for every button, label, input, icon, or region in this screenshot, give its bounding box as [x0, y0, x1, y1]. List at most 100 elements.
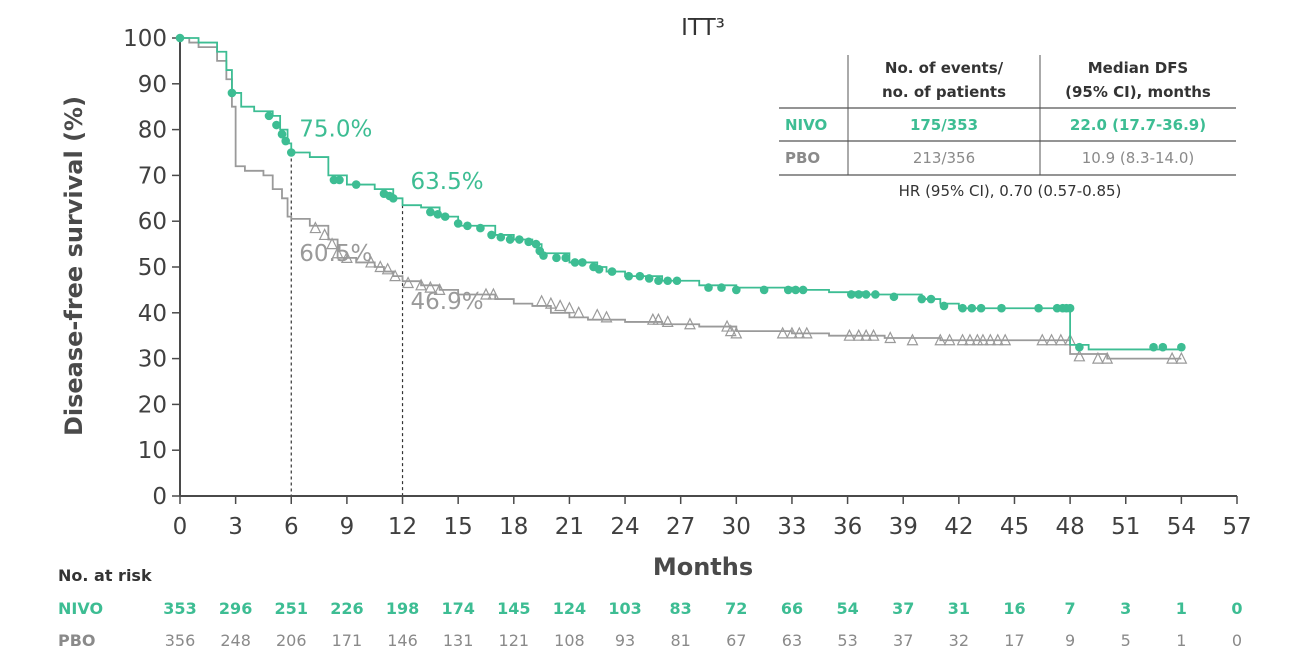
- pbo-censor-mark: [309, 221, 322, 234]
- nivo-censor-mark: [594, 264, 604, 274]
- annotation-nivo-12mo: 63.5%: [411, 169, 484, 195]
- nivo-censor-mark: [335, 175, 344, 185]
- risk-value: 67: [726, 631, 746, 650]
- nivo-censor-mark: [524, 237, 533, 247]
- y-tick-label: 30: [138, 347, 167, 373]
- pbo-censor-mark: [389, 269, 402, 282]
- nivo-censor-mark: [476, 223, 485, 233]
- pbo-censor-mark: [652, 312, 665, 325]
- table-header-median-line2: (95% CI), months: [1065, 83, 1211, 101]
- annotations: 75.0% 63.5% 60.5% 46.9%: [299, 117, 483, 316]
- nivo-censor-mark: [531, 239, 541, 249]
- x-tick-label: 45: [1000, 514, 1029, 540]
- nivo-censor-mark: [1075, 342, 1084, 352]
- axes: 0 3 6 9 12 15 18 21 24 27 30 33 36 39 42 45 48 51 54 570102…: [123, 26, 1252, 540]
- risk-value: 108: [554, 631, 585, 650]
- nivo-censor-mark: [871, 290, 880, 299]
- x-tick-label: 39: [889, 514, 918, 540]
- risk-value: 353: [163, 599, 196, 618]
- table-events-pbo: 213/356: [913, 149, 975, 167]
- nivo-censor-mark: [967, 303, 977, 313]
- pbo-censor-mark: [1166, 351, 1179, 364]
- x-tick-label: 15: [444, 514, 473, 540]
- risk-value: 83: [670, 599, 692, 618]
- pbo-censor-mark: [683, 317, 696, 330]
- y-tick-label: 70: [138, 163, 167, 189]
- annotation-nivo-6mo: 75.0%: [299, 117, 372, 143]
- series: [175, 33, 1188, 364]
- pbo-censor-mark: [402, 276, 415, 289]
- table-header-events-line1: No. of events/: [885, 59, 1004, 77]
- risk-values: 353 296 251 226 198 174 145 124 103 83 72 66 54 37 31 1…: [163, 599, 1242, 650]
- pbo-censor-mark: [963, 333, 976, 346]
- risk-value: 9: [1065, 631, 1075, 650]
- pbo-curve: [180, 37, 1182, 360]
- pbo-censor-mark: [1045, 333, 1058, 346]
- nivo-censor-mark: [227, 88, 237, 98]
- x-tick-label: 33: [777, 514, 806, 540]
- risk-value: 32: [949, 631, 969, 650]
- risk-table: No. at risk NIVO PBO 353 296 251 226 198 174 1…: [58, 566, 1243, 650]
- table-events-nivo: 175/353: [910, 116, 978, 134]
- pbo-censor-mark: [340, 250, 353, 263]
- nivo-censor-mark: [976, 303, 986, 313]
- pbo-censor-mark: [724, 324, 737, 337]
- nivo-censor-mark: [453, 219, 463, 228]
- risk-value: 54: [836, 599, 858, 618]
- risk-value: 66: [781, 599, 803, 618]
- pbo-censor-mark: [984, 333, 997, 346]
- pbo-censor-mark: [730, 326, 743, 339]
- x-tick-label: 30: [722, 514, 751, 540]
- risk-value: 145: [497, 599, 530, 618]
- nivo-censor-mark: [732, 285, 741, 295]
- y-tick-label: 50: [138, 255, 167, 281]
- table-header-events-line2: no. of patients: [882, 83, 1006, 101]
- nivo-censor-mark: [759, 285, 769, 295]
- nivo-censor-mark: [1149, 342, 1158, 352]
- nivo-censor-mark: [958, 303, 967, 313]
- risk-value: 131: [443, 631, 474, 650]
- risk-value: 31: [948, 599, 970, 618]
- risk-value: 5: [1121, 631, 1131, 650]
- nivo-censor-mark: [578, 258, 587, 267]
- pbo-censor-mark: [1091, 351, 1104, 364]
- x-tick-label: 27: [666, 514, 695, 540]
- pbo-censor-mark: [999, 333, 1012, 346]
- pbo-censor-mark: [776, 326, 789, 339]
- pbo-censor-mark: [721, 319, 734, 332]
- annotation-pbo-12mo: 46.9%: [411, 289, 484, 315]
- risk-value: 17: [1004, 631, 1024, 650]
- risk-value: 16: [1003, 599, 1025, 618]
- nivo-censor-mark: [917, 294, 927, 304]
- nivo-censor-mark: [440, 212, 450, 221]
- risk-value: 248: [220, 631, 251, 650]
- x-tick-label: 6: [284, 514, 299, 540]
- nivo-censor-mark: [515, 235, 524, 244]
- pbo-censor-mark: [572, 305, 585, 318]
- nivo-censor-mark: [783, 285, 793, 295]
- y-tick-label: 100: [123, 26, 167, 52]
- nivo-censor-mark: [997, 303, 1006, 313]
- x-tick-label: 57: [1222, 514, 1251, 540]
- nivo-censor-mark: [539, 251, 548, 260]
- nivo-censor-mark: [351, 180, 361, 189]
- nivo-censor-mark: [175, 33, 185, 43]
- pbo-censor-mark: [544, 296, 557, 309]
- pbo-censor-mark: [535, 294, 548, 307]
- nivo-censor-mark: [496, 232, 506, 242]
- risk-value: 0: [1232, 631, 1242, 650]
- nivo-censor-mark: [433, 210, 443, 219]
- pbo-censor-mark: [976, 333, 989, 346]
- pbo-censor-mark: [1036, 333, 1049, 346]
- x-tick-label: 9: [340, 514, 355, 540]
- nivo-censor-mark: [846, 290, 856, 299]
- nivo-censor-mark: [570, 258, 580, 267]
- nivo-censor-mark: [388, 194, 398, 203]
- nivo-censor-mark: [1065, 303, 1075, 313]
- nivo-censor-mark: [791, 285, 800, 295]
- pbo-censor-mark: [1101, 351, 1114, 364]
- risk-table-title: No. at risk: [58, 566, 152, 585]
- nivo-censor-mark: [487, 230, 496, 240]
- pbo-censor-mark: [843, 328, 856, 341]
